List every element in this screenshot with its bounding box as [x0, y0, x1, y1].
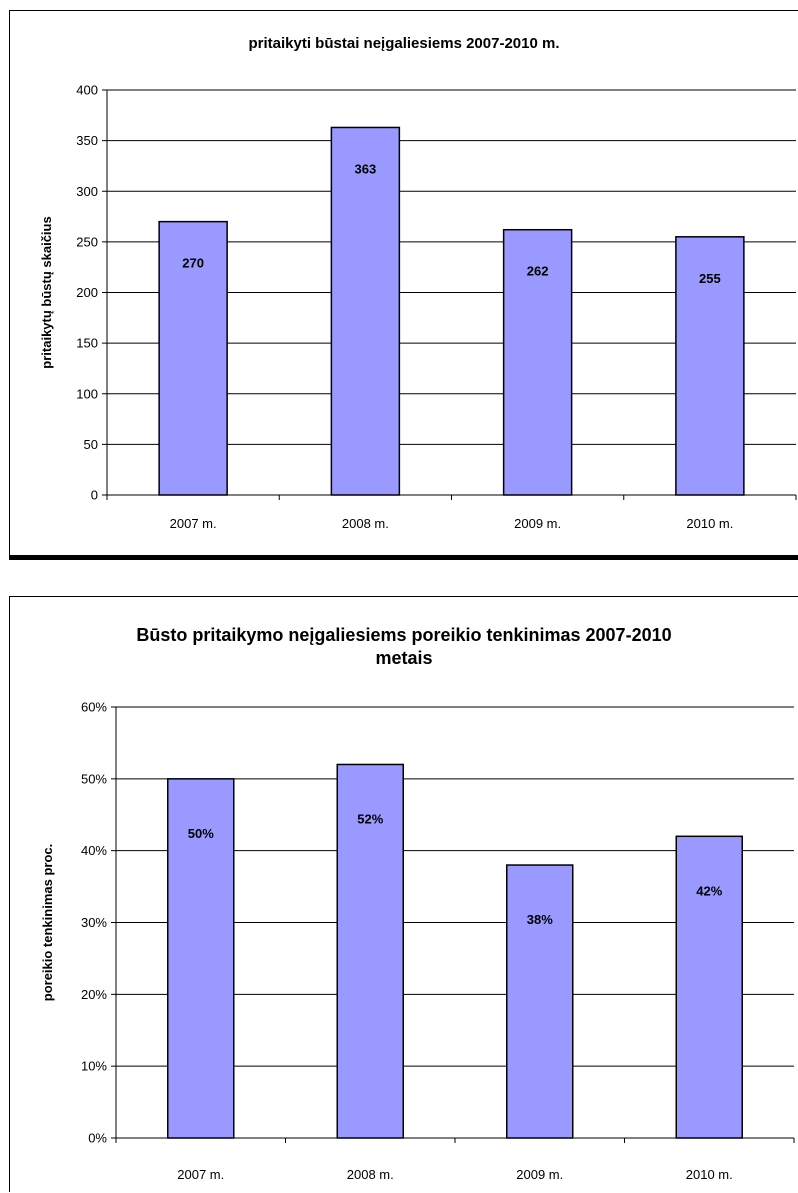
- x-tick-label: 2009 m.: [514, 516, 561, 531]
- y-tick-label: 30%: [81, 915, 107, 930]
- y-tick-label: 10%: [81, 1059, 107, 1074]
- bar: [336, 763, 404, 1139]
- x-tick-label: 2007 m.: [177, 1167, 224, 1182]
- y-tick-label: 400: [76, 83, 98, 98]
- bar: [158, 220, 228, 496]
- y-tick-label: 20%: [81, 987, 107, 1002]
- chart-panel-buildings: pritaikyti būstai neįgaliesiems 2007-201…: [9, 10, 798, 555]
- chart-title: Būsto pritaikymo neįgaliesiems poreikio …: [136, 625, 672, 668]
- y-axis-label: poreikio tenkinimas proc.: [40, 844, 55, 1002]
- data-label: 38%: [527, 912, 553, 927]
- bar: [506, 864, 574, 1139]
- y-tick-label: 150: [76, 336, 98, 351]
- y-axis-label: pritaikytų būstų skaičius: [39, 216, 54, 368]
- chart-panel-need-fulfillment: Būsto pritaikymo neįgaliesiems poreikio …: [9, 596, 798, 1192]
- y-tick-label: 350: [76, 133, 98, 148]
- bar: [167, 778, 235, 1139]
- data-label: 363: [355, 161, 377, 176]
- x-tick-label: 2009 m.: [516, 1167, 563, 1182]
- data-label: 262: [527, 264, 549, 279]
- y-tick-label: 250: [76, 234, 98, 249]
- data-label: 270: [182, 256, 204, 271]
- data-label: 255: [699, 271, 721, 286]
- x-tick-label: 2010 m.: [686, 516, 733, 531]
- y-tick-label: 100: [76, 386, 98, 401]
- y-tick-label: 50: [84, 437, 98, 452]
- y-tick-label: 40%: [81, 843, 107, 858]
- y-tick-label: 60%: [81, 700, 107, 715]
- bar-chart-svg: 0% 10% 20% 30% 40% 50% 60% 50% 2007 m. 52% 2008 m.…: [40, 700, 795, 1182]
- y-tick-label: 50%: [81, 771, 107, 786]
- y-tick-label: 0: [91, 488, 98, 503]
- data-label: 52%: [357, 811, 383, 826]
- x-tick-label: 2008 m.: [342, 516, 389, 531]
- x-tick-label: 2010 m.: [686, 1167, 733, 1182]
- chart-separator: [9, 555, 798, 560]
- y-tick-label: 0%: [88, 1131, 107, 1146]
- bar: [330, 126, 401, 496]
- x-tick-label: 2008 m.: [347, 1167, 394, 1182]
- y-tick-label: 300: [76, 184, 98, 199]
- bar: [502, 228, 573, 496]
- bar-chart-svg: 0 50 100 150 200 250 300 350 400 270 2007 m. 363 200…: [39, 83, 797, 531]
- data-label: 50%: [188, 826, 214, 841]
- bar: [675, 835, 743, 1139]
- chart-title: pritaikyti būstai neįgaliesiems 2007-201…: [248, 35, 560, 52]
- data-label: 42%: [696, 883, 722, 898]
- bar: [675, 236, 745, 496]
- x-tick-label: 2007 m.: [170, 516, 217, 531]
- y-tick-label: 200: [76, 285, 98, 300]
